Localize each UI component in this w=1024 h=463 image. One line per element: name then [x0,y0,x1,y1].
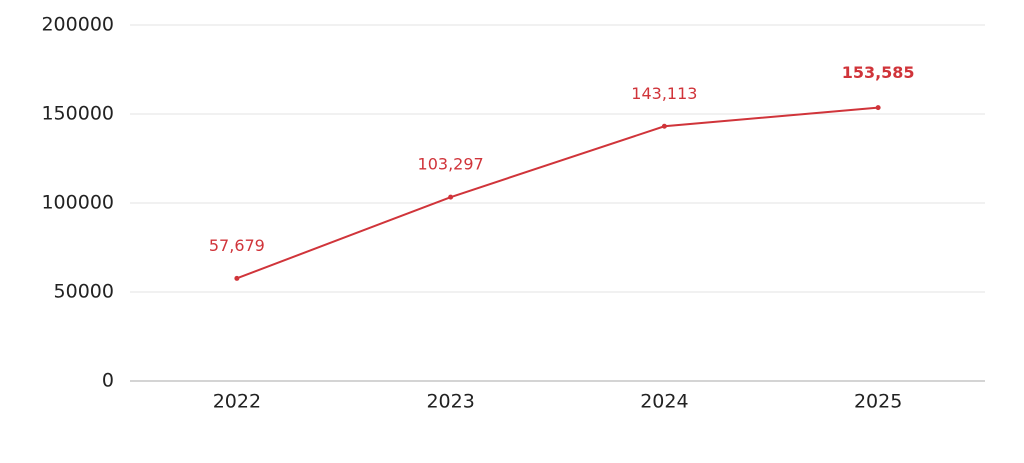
value-label: 153,585 [842,63,915,82]
y-tick-label: 150000 [41,103,114,125]
point [448,194,454,200]
value-label: 57,679 [209,236,265,255]
point [875,105,881,111]
point [234,275,240,281]
point [661,123,667,129]
x-tick-label: 2025 [854,391,902,413]
line [236,106,879,280]
y-tick-label: 0 [102,370,114,392]
y-tick-label: 200000 [41,14,114,36]
x-tick-label: 2024 [640,391,688,413]
value-label: 143,113 [631,84,697,103]
x-tick-label: 2022 [213,391,261,413]
x-tick-label: 2023 [426,391,474,413]
value-label: 103,297 [418,155,484,174]
y-tick-label: 100000 [41,192,114,214]
y-tick-label: 50000 [54,281,114,303]
